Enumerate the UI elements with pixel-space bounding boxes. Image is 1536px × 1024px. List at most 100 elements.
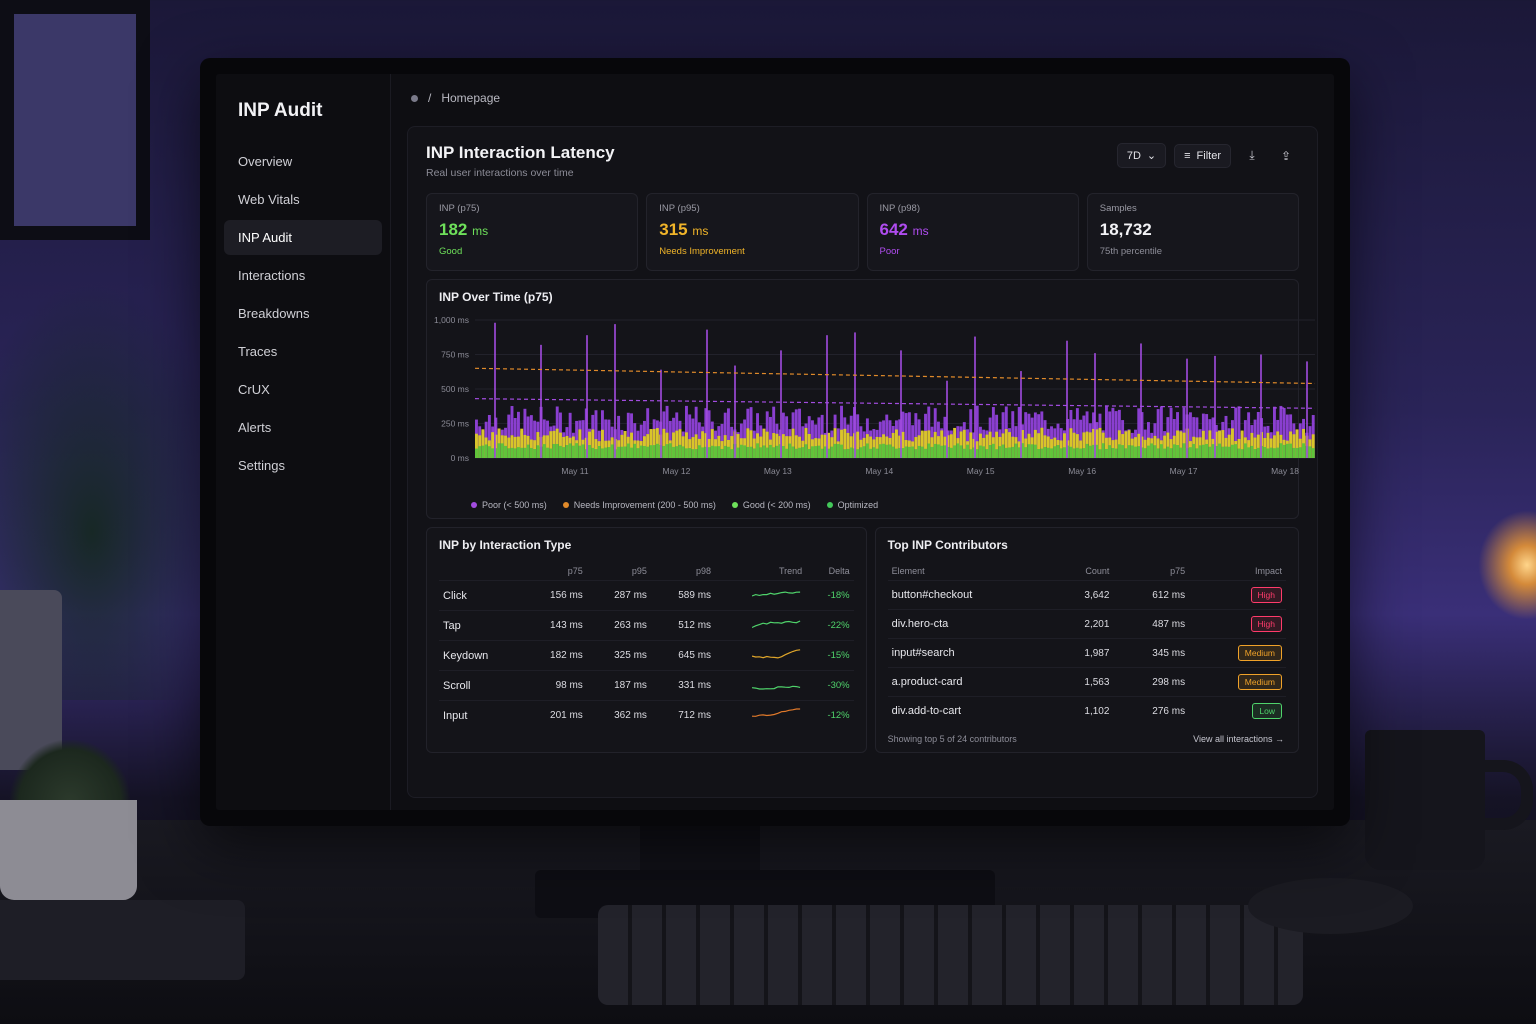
table-row[interactable]: Scroll 98 ms 187 ms 331 ms -30% [439,670,854,701]
bar-good [862,446,866,458]
bar-good [985,449,989,458]
bar-good [927,443,931,458]
table-row[interactable]: Tap 143 ms 263 ms 512 ms -22% [439,610,854,641]
bar-needs-improvement [1127,430,1131,458]
cell-p95: 362 ms [586,700,651,730]
contributors-card: Top INP Contributors Element Count p75 Impa… [874,527,1299,753]
bar-good [542,444,546,458]
legend-dot-icon [562,502,569,508]
bar-good [1240,449,1244,458]
breadcrumb-current[interactable]: Homepage [441,91,501,105]
legend-item[interactable]: Needs Improvement (200 - 500 ms) [562,500,716,510]
sidebar-item-interactions[interactable]: Interactions [238,268,306,283]
bar-good [995,449,999,458]
bar-needs-improvement [846,432,850,458]
legend-label: Good (< 200 ms) [742,500,811,510]
table-row[interactable]: div.add-to-cart 1,102 276 ms Low [887,696,1286,725]
table-row[interactable]: a.product-card 1,563 298 ms Medium [887,667,1286,697]
sidebar-item-crux[interactable]: CrUX [238,382,270,397]
bar-good [1227,446,1231,458]
bar-good [1269,447,1273,458]
bar-needs-improvement [807,433,811,458]
table-row[interactable]: Input 201 ms 362 ms 712 ms -12% [439,700,854,730]
col-header[interactable]: p75 [567,566,583,576]
filter-button[interactable]: ≡ Filter [1174,143,1231,168]
bar-good [1256,447,1260,458]
bar-good [704,446,708,458]
table-row[interactable]: div.hero-cta 2,201 487 ms High [887,609,1286,639]
bar-good [791,446,795,458]
col-header[interactable]: p98 [696,566,712,576]
col-header[interactable]: p75 [1170,566,1186,576]
col-header[interactable]: Count [1085,566,1110,576]
bar-needs-improvement [746,428,750,458]
sidebar-item-traces[interactable]: Traces [238,344,278,359]
bar-needs-improvement [1124,431,1128,458]
bar-poor [1273,406,1276,458]
bar-good [730,449,734,458]
bar-poor [1189,412,1192,458]
bar-good [504,445,507,458]
bar-needs-improvement [798,436,801,458]
sidebar-item-breakdowns[interactable]: Breakdowns [238,306,310,321]
table-row[interactable]: input#search 1,987 345 ms Medium [887,638,1286,668]
kpi-status: Good [439,246,463,257]
table-row[interactable]: Click 156 ms 287 ms 589 ms -18% [439,580,854,611]
cell-trend [715,700,807,730]
bar-good [843,449,847,458]
legend-item[interactable]: Optimized [826,500,878,510]
bar-needs-improvement [497,428,501,458]
bar-good [1298,447,1302,458]
range-select[interactable]: 7D ⌄ [1116,143,1167,168]
kpi-value: 642 [879,220,908,239]
view-all-link[interactable]: View all interactions → [1193,734,1284,744]
col-header[interactable]: Impact [1254,566,1282,576]
bar-good [959,445,963,458]
sidebar-item-inp-audit[interactable]: INP Audit [224,220,382,255]
bar-needs-improvement [1008,432,1011,458]
bar-poor [720,423,724,458]
bar-good [497,443,501,458]
sidebar-item-web-vitals[interactable]: Web Vitals [238,192,300,207]
legend-item[interactable]: Poor (< 500 ms) [471,500,547,510]
download-icon[interactable]: ⤓ [1249,148,1255,162]
bar-poor [1140,412,1144,458]
bar-needs-improvement [1088,432,1092,458]
share-icon[interactable]: ⇪ [1280,148,1292,163]
bar-needs-improvement [536,432,540,458]
bar-good [1263,446,1267,458]
bar-good [937,444,940,458]
bar-good [1273,448,1276,458]
col-header[interactable]: p95 [631,566,647,576]
table-row[interactable]: Keydown 182 ms 325 ms 645 ms -15% [439,640,854,671]
sidebar-item-alerts[interactable]: Alerts [238,420,272,435]
bar-good [655,443,659,458]
bar-good [639,445,643,458]
trend-sparkline [751,620,801,629]
bar-needs-improvement [672,432,675,458]
interaction-type: Tap [439,610,523,641]
bar-good [820,448,824,458]
col-header[interactable]: Trend [778,566,803,576]
bar-poor [1159,406,1163,458]
sidebar-item-overview[interactable]: Overview [238,154,293,169]
bar-good [736,447,740,458]
kpi-card-samples: Samples 18,732 75th percentile [1086,193,1299,271]
col-header[interactable]: Element [891,566,925,576]
bar-good [759,447,763,458]
bar-good [694,449,698,458]
bar-needs-improvement [594,439,598,458]
bar-good [914,449,918,458]
bar-good [568,443,572,458]
cell-p75: 182 ms [522,640,587,671]
bar-good [672,446,675,458]
legend-item[interactable]: Good (< 200 ms) [731,500,811,510]
sidebar-item-settings[interactable]: Settings [238,458,285,473]
content-panel: INP Interaction Latency Real user intera… [407,126,1318,798]
bar-good [1040,448,1044,458]
kpi-value: 315 [659,220,688,239]
col-header[interactable]: Delta [828,566,850,576]
table-row[interactable]: button#checkout 3,642 612 ms High [887,580,1286,610]
bar-needs-improvement [895,429,898,458]
bar-good [765,447,769,458]
